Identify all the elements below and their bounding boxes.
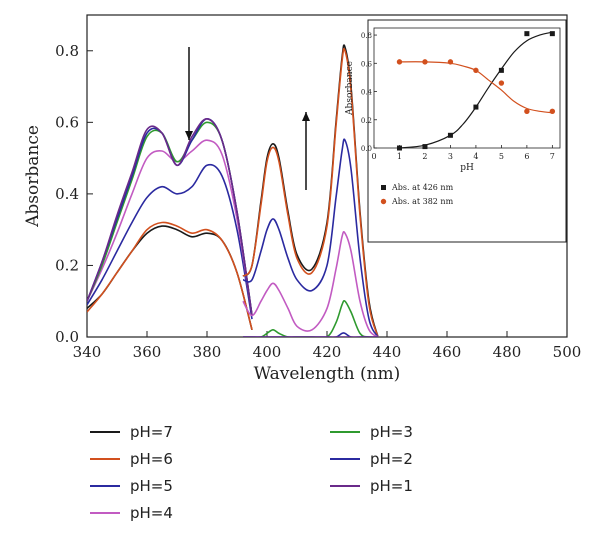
legend-swatch-ph4 (90, 512, 120, 514)
series-line-pH4-vis (242, 230, 379, 337)
x-tick-label: 440 (373, 343, 402, 361)
inset-x-tick-label: 5 (499, 152, 504, 161)
series-line-pH5-vis (242, 138, 379, 337)
x-tick-label: 500 (553, 343, 582, 361)
inset-point-square (473, 104, 479, 110)
y-axis-label: Absorbance (23, 125, 43, 228)
inset-x-axis-label: pH (460, 163, 474, 173)
legend-swatch-ph6 (90, 458, 120, 460)
series-line-pH6-uv (87, 221, 253, 331)
x-tick-label: 340 (73, 343, 102, 361)
inset-point-circle (498, 80, 505, 86)
arrow-up-head (302, 112, 310, 121)
series-line-pH6-vis (242, 47, 379, 337)
inset-box (367, 19, 567, 243)
inset-fit-line-0 (399, 31, 553, 149)
inset-y-tick-label: 0.6 (361, 60, 373, 68)
legend-item-ph2: pH=2 (330, 447, 413, 471)
inset-x-tick-label: 6 (524, 152, 529, 161)
series-group (87, 44, 379, 337)
inset-point-circle (524, 108, 530, 114)
inset-legend-label: Abs. at 426 nm (391, 183, 454, 192)
legend-swatch-ph1 (330, 485, 360, 487)
inset-point-circle (549, 108, 556, 114)
inset-x-tick-label: 2 (422, 152, 427, 161)
inset-legend-label: Abs. at 382 nm (391, 197, 454, 206)
legend-item-ph4: pH=4 (90, 501, 173, 525)
inset-point-square (524, 31, 530, 37)
inset-x-tick-label: 0 (371, 152, 376, 161)
x-tick-label: 460 (433, 343, 462, 361)
legend-swatch-ph5 (90, 485, 120, 487)
inset-x-tick-label: 7 (550, 152, 555, 161)
legend: pH=7 pH=3 pH=6 pH=2 pH=5 pH=1 pH=4 (90, 420, 510, 540)
inset-point-circle (447, 59, 454, 65)
x-tick-label: 480 (493, 343, 522, 361)
series-line-pH3-vis (243, 299, 378, 337)
legend-label-ph7: pH=7 (130, 423, 173, 441)
inset-legend-marker-circle (380, 198, 387, 205)
series-line-pH1-uv (87, 118, 253, 316)
legend-label-ph5: pH=5 (130, 477, 173, 495)
inset-point-square (422, 144, 428, 150)
x-tick-label: 420 (313, 343, 342, 361)
legend-item-ph6: pH=6 (90, 447, 173, 471)
inset-point-square (447, 132, 453, 138)
x-tick-label: 400 (253, 343, 282, 361)
legend-label-ph4: pH=4 (130, 504, 173, 522)
series-line-pH5-uv (87, 163, 253, 320)
legend-swatch-ph7 (90, 431, 120, 433)
y-tick-label: 0.4 (55, 185, 79, 203)
inset-point-circle (422, 59, 428, 65)
inset-legend-marker-square (381, 185, 386, 190)
inset-x-tick-label: 1 (397, 152, 402, 161)
legend-item-ph7: pH=7 (90, 420, 173, 444)
inset-y-tick-label: 0.8 (361, 32, 372, 40)
legend-swatch-ph2 (330, 458, 360, 460)
legend-label-ph6: pH=6 (130, 450, 173, 468)
y-tick-label: 0.8 (55, 42, 79, 60)
inset-x-tick-label: 4 (473, 152, 478, 161)
inset-y-tick-label: 0.2 (361, 117, 372, 125)
legend-swatch-ph3 (330, 431, 360, 433)
legend-item-ph3: pH=3 (330, 420, 413, 444)
inset-point-circle (396, 59, 403, 65)
series-line-pH7-uv (87, 225, 253, 331)
inset-y-tick-label: 0.0 (361, 145, 372, 153)
inset-point-square (549, 31, 555, 37)
inset-x-tick-label: 3 (448, 152, 453, 161)
x-axis-label: Wavelength (nm) (254, 364, 401, 384)
inset-y-axis-label: Absorbance (345, 61, 355, 116)
legend-label-ph3: pH=3 (370, 423, 413, 441)
y-tick-label: 0.6 (55, 113, 79, 131)
arrow-down-head (185, 131, 193, 140)
inset-y-tick-label: 0.4 (361, 89, 373, 97)
inset-point-circle (473, 67, 479, 74)
series-line-pH2-uv (87, 117, 253, 316)
x-tick-label: 360 (133, 343, 162, 361)
y-tick-label: 0.2 (55, 256, 79, 274)
legend-item-ph5: pH=5 (90, 474, 173, 498)
inset-point-square (498, 67, 504, 73)
legend-item-ph1: pH=1 (330, 474, 413, 498)
legend-label-ph1: pH=1 (370, 477, 413, 495)
x-tick-label: 380 (193, 343, 222, 361)
legend-label-ph2: pH=2 (370, 450, 413, 468)
inset-plot-frame (373, 27, 561, 149)
inset-point-square (396, 145, 402, 151)
inset-fit-line-1 (399, 61, 553, 114)
y-tick-label: 0.0 (55, 328, 79, 346)
